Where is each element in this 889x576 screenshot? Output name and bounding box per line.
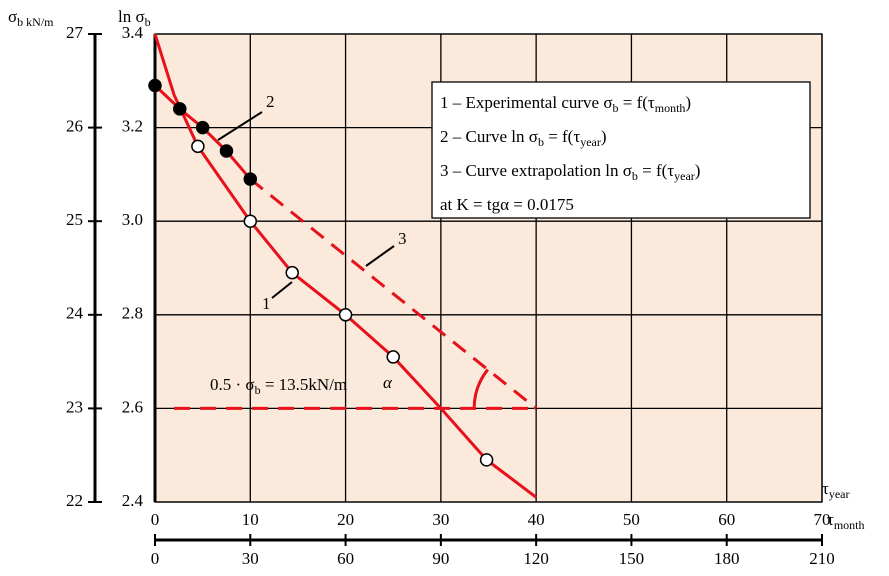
x-tick-label: 40 xyxy=(528,510,545,529)
y-title: ln σb xyxy=(118,7,151,29)
data-point xyxy=(479,453,494,467)
legend-line: at K = tgα = 0.0175 xyxy=(440,195,574,214)
x2-tick-label: 210 xyxy=(809,549,835,568)
legend-line-part: ) xyxy=(601,127,607,146)
x-title-top: τyear xyxy=(822,479,850,501)
legend-line: 3 – Curve extrapolation ln σb = f(τyear) xyxy=(440,161,700,183)
x2-tick-label: 180 xyxy=(714,549,740,568)
y-tick-label: 2.4 xyxy=(122,491,144,510)
y2-tick-label: 25 xyxy=(66,210,83,229)
legend-line-part: ) xyxy=(695,161,701,180)
x-tick-label: 10 xyxy=(242,510,259,529)
legend-box xyxy=(431,81,811,219)
legend-line-part: ) xyxy=(685,93,691,112)
legend-line-part: 1 – Experimental curve σ xyxy=(440,93,613,112)
y-tick-label: 2.6 xyxy=(122,397,143,416)
level-label: 0.5 · σb = 13.5kN/m xyxy=(210,375,347,397)
legend-line: 2 – Curve ln σb = f(τyear) xyxy=(440,127,607,149)
y2-title: σb kN/m xyxy=(8,7,54,29)
y-tick-label: 3.2 xyxy=(122,117,143,136)
x2-tick-label: 120 xyxy=(523,549,549,568)
legend-line-part: 2 – Curve ln σ xyxy=(440,127,538,146)
y2-tick-label: 26 xyxy=(66,117,83,136)
legend-line-part: = f(τ xyxy=(619,93,655,112)
data-point xyxy=(243,214,258,228)
angle-label: α xyxy=(383,373,393,392)
data-point xyxy=(195,120,210,135)
angle-arc xyxy=(472,368,489,409)
x2-tick-label: 90 xyxy=(432,549,449,568)
level-label-part: = 13.5kN/m xyxy=(261,375,348,394)
x-tick-label: 30 xyxy=(432,510,449,529)
data-point xyxy=(338,308,353,322)
data-point xyxy=(243,172,258,186)
y-title-part: b xyxy=(145,15,151,29)
y2-title-part: b kN/m xyxy=(17,15,54,29)
legend-line-part: b xyxy=(613,101,619,115)
curve xyxy=(249,177,538,410)
callout-leader xyxy=(271,281,293,299)
legend-line-part: = f(τ xyxy=(638,161,674,180)
y-tick-label: 3.0 xyxy=(122,210,143,229)
legend-line-part: b xyxy=(632,169,638,183)
legend-line-part: b xyxy=(538,135,544,149)
legend-line-part: year xyxy=(674,169,695,183)
curve xyxy=(153,33,538,499)
legend-line-part: 3 – Curve extrapolation ln σ xyxy=(440,161,632,180)
x-tick-label: 60 xyxy=(718,510,735,529)
y2-tick-label: 24 xyxy=(66,304,84,323)
callout-leader xyxy=(217,111,263,141)
legend-line-part: = f(τ xyxy=(544,127,580,146)
y-tick-label: 2.8 xyxy=(122,304,143,323)
callout-label: 2 xyxy=(266,92,275,111)
x2-tick-label: 0 xyxy=(151,549,160,568)
data-point xyxy=(148,78,162,93)
legend-line-part: year xyxy=(580,135,601,149)
y2-tick-label: 22 xyxy=(66,491,83,510)
level-label-part: 0.5 · σ xyxy=(210,375,255,394)
x-tick-label: 0 xyxy=(151,510,160,529)
x-title-top-part: year xyxy=(829,487,850,501)
callout-label: 3 xyxy=(398,229,407,248)
y2-tick-label: 27 xyxy=(66,23,84,42)
legend-line: 1 – Experimental curve σb = f(τmonth) xyxy=(440,93,691,115)
y2-title-part: σ xyxy=(8,7,17,26)
x2-tick-label: 30 xyxy=(242,549,259,568)
x-title: τmonth xyxy=(827,510,865,532)
x2-tick-label: 60 xyxy=(337,549,354,568)
data-point xyxy=(191,139,205,154)
data-point xyxy=(285,265,299,280)
x-title-part: month xyxy=(834,518,865,532)
x-title-part: τ xyxy=(827,510,834,529)
data-point xyxy=(386,350,400,364)
x-tick-label: 50 xyxy=(623,510,640,529)
callout-leader xyxy=(365,245,395,267)
legend-line-part: month xyxy=(655,101,686,115)
x-tick-label: 70 xyxy=(814,510,831,529)
y2-tick-label: 23 xyxy=(66,397,83,416)
y-tick-label: 3.4 xyxy=(122,23,144,42)
x-tick-label: 20 xyxy=(337,510,354,529)
x2-tick-label: 150 xyxy=(619,549,645,568)
legend-line-part: at K = tgα = 0.0175 xyxy=(440,195,574,214)
data-point xyxy=(173,102,187,116)
callout-label: 1 xyxy=(262,294,271,313)
y-title-part: ln σ xyxy=(118,7,145,26)
data-point xyxy=(219,144,234,158)
level-label-part: b xyxy=(255,383,261,397)
x-title-top-part: τ xyxy=(822,479,829,498)
